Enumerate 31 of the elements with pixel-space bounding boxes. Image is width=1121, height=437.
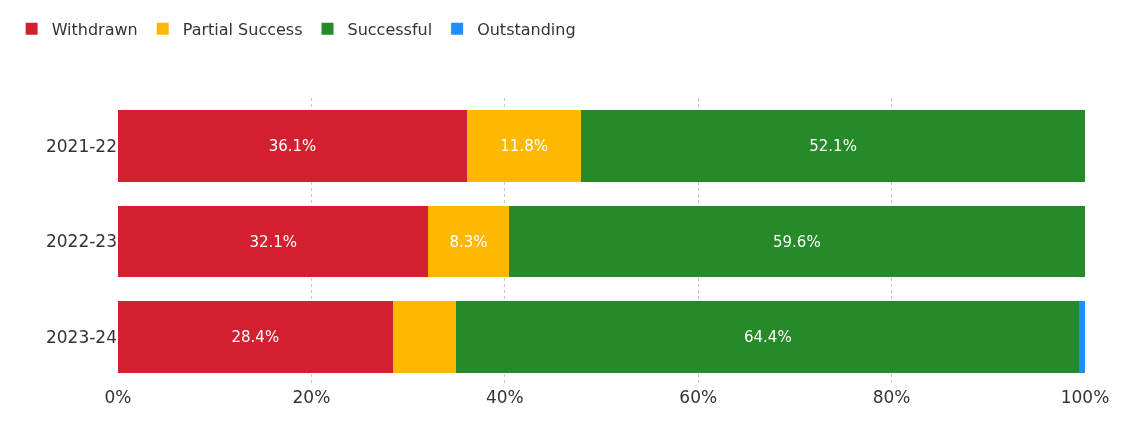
data-label: 8.3% <box>449 232 488 251</box>
y-tick-label: 2022-23 <box>45 231 117 252</box>
bar <box>581 109 1085 182</box>
legend-label: Withdrawn <box>51 20 138 40</box>
bar <box>118 109 468 182</box>
bar <box>428 205 509 278</box>
data-label: 52.1% <box>809 136 857 155</box>
x-tick-label: 20% <box>292 387 331 407</box>
data-label: 32.1% <box>249 232 298 251</box>
x-tick-label: 60% <box>679 387 718 407</box>
bar <box>118 205 429 278</box>
data-label: 28.4% <box>231 328 280 347</box>
bar <box>392 301 457 374</box>
x-tick-label: 0% <box>104 387 132 407</box>
legend-label: Outstanding <box>477 20 576 40</box>
x-tick-label: 40% <box>485 387 524 407</box>
y-tick-label: 2021-22 <box>45 135 117 156</box>
bar <box>118 301 393 374</box>
data-label: 11.8% <box>500 136 548 155</box>
bar <box>456 301 1080 374</box>
x-tick-label: 100% <box>1060 387 1110 407</box>
bar <box>1079 301 1085 374</box>
data-label: 64.4% <box>744 328 792 347</box>
bar <box>467 109 582 182</box>
y-tick-label: 2023-24 <box>45 327 117 348</box>
bar <box>508 205 1085 278</box>
legend-label: Successful <box>347 20 433 40</box>
data-label: 36.1% <box>268 136 317 155</box>
x-tick-label: 80% <box>872 387 911 407</box>
data-label: 59.6% <box>773 232 821 251</box>
legend-label: Partial Success <box>182 20 303 40</box>
